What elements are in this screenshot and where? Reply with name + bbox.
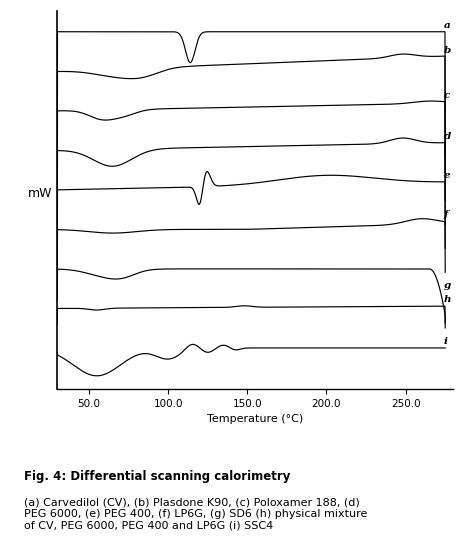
Text: b: b [443,46,450,54]
Text: e: e [443,171,449,180]
Text: Fig. 4: Differential scanning calorimetry: Fig. 4: Differential scanning calorimetr… [24,470,289,483]
Text: d: d [443,132,450,141]
Text: f: f [443,210,447,219]
Text: c: c [443,91,449,100]
Y-axis label: mW: mW [28,187,53,200]
Text: (a) Carvedilol (CV), (b) Plasdone K90, (c) Poloxamer 188, (d)
PEG 6000, (e) PEG : (a) Carvedilol (CV), (b) Plasdone K90, (… [24,498,367,531]
Text: i: i [443,337,446,346]
Text: g: g [443,281,450,290]
X-axis label: Temperature (°C): Temperature (°C) [207,414,303,424]
Text: h: h [443,295,450,305]
Text: a: a [443,21,449,30]
